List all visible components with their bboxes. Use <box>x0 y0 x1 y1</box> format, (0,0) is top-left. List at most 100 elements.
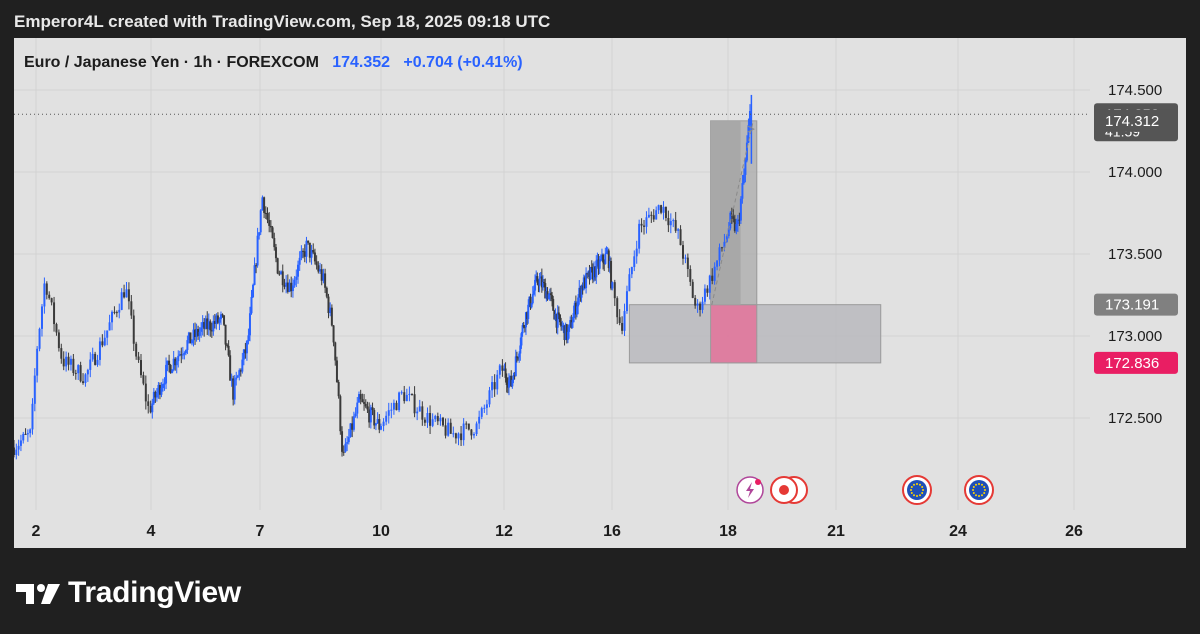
chart-panel[interactable]: 172.500 173.000 173.500 174.000 174.500 2 4 7 10… <box>14 38 1186 548</box>
candle <box>684 254 687 264</box>
candle <box>560 317 563 331</box>
candle <box>605 246 608 254</box>
candle <box>529 293 532 310</box>
candle <box>747 118 750 144</box>
chart-caption: Emperor4L created with TradingView.com, … <box>14 12 551 31</box>
candle <box>269 220 272 233</box>
candle <box>330 304 333 327</box>
candle <box>308 242 311 263</box>
candle <box>691 279 694 299</box>
candle <box>183 351 186 360</box>
candle <box>238 368 241 381</box>
candle <box>230 373 233 387</box>
price-tag: 173.191 <box>1094 293 1178 316</box>
candle <box>361 393 364 403</box>
candle <box>421 401 424 426</box>
y-tick-label: 174.000 <box>1108 164 1162 181</box>
candle <box>611 281 614 291</box>
candle <box>178 350 181 357</box>
candle <box>562 322 565 334</box>
candle <box>60 343 63 364</box>
candle <box>535 270 538 282</box>
candle <box>595 255 598 285</box>
candle <box>154 390 157 403</box>
candle <box>444 418 447 439</box>
candle <box>679 225 682 246</box>
eu-flag-event-icon[interactable] <box>964 475 994 505</box>
candle <box>660 204 663 215</box>
long-entry-zone[interactable] <box>710 304 758 364</box>
candle <box>385 411 388 426</box>
target-event-icon[interactable] <box>770 476 808 504</box>
eu-flag-event-icon[interactable] <box>902 475 932 505</box>
candle <box>501 359 504 377</box>
candle <box>347 428 350 445</box>
candle <box>546 287 549 301</box>
candle <box>329 302 332 317</box>
candle <box>511 379 514 389</box>
y-tick-label: 174.500 <box>1108 82 1162 99</box>
symbol-label: Euro / Japanese Yen · 1h · FOREXCOM <box>24 54 319 71</box>
overlay-layer <box>14 113 1090 305</box>
x-tick-label: 26 <box>1065 523 1083 540</box>
candle <box>556 305 559 335</box>
candle <box>233 375 236 405</box>
candle <box>509 375 512 387</box>
candle <box>130 295 133 319</box>
x-tick-label: 16 <box>603 523 621 540</box>
candle <box>616 296 619 325</box>
candle <box>324 268 327 294</box>
candle <box>539 272 542 279</box>
candle <box>235 371 238 386</box>
candle <box>342 445 345 456</box>
candle <box>45 281 48 300</box>
candle <box>190 339 193 346</box>
candle <box>373 408 376 430</box>
candle <box>94 351 97 366</box>
lightning-event-icon[interactable] <box>736 476 764 504</box>
candle <box>736 214 739 232</box>
candle <box>245 340 248 361</box>
zones-layer <box>628 120 882 364</box>
trade-projection-line <box>711 121 754 305</box>
candle <box>496 370 499 395</box>
candle <box>576 301 579 318</box>
candle <box>371 402 374 416</box>
candle <box>554 308 557 322</box>
candle <box>310 244 313 265</box>
candle <box>67 352 70 371</box>
candle <box>454 432 457 444</box>
candle <box>392 399 395 415</box>
candle <box>426 407 429 428</box>
x-tick-label: 2 <box>32 523 41 540</box>
candle <box>621 316 624 335</box>
candle <box>483 404 486 414</box>
candle <box>344 438 347 453</box>
candle <box>744 157 747 183</box>
candle <box>548 288 551 301</box>
candle <box>286 274 289 294</box>
candle <box>293 276 296 288</box>
candle <box>694 294 697 309</box>
candle <box>538 272 541 293</box>
candle <box>423 417 426 427</box>
candle <box>503 363 506 371</box>
candle <box>387 402 390 424</box>
candle <box>569 316 572 328</box>
candle <box>519 337 522 361</box>
candle <box>607 248 610 272</box>
candle <box>557 306 560 320</box>
candle <box>307 240 310 245</box>
candle <box>429 405 432 435</box>
candle <box>36 346 39 383</box>
candle <box>514 349 517 377</box>
candle <box>349 423 352 438</box>
candle <box>29 428 32 438</box>
candle <box>551 291 554 307</box>
candle <box>510 370 513 388</box>
candle <box>436 412 439 426</box>
candle <box>586 272 589 279</box>
candle <box>579 285 582 302</box>
candle <box>640 218 643 233</box>
